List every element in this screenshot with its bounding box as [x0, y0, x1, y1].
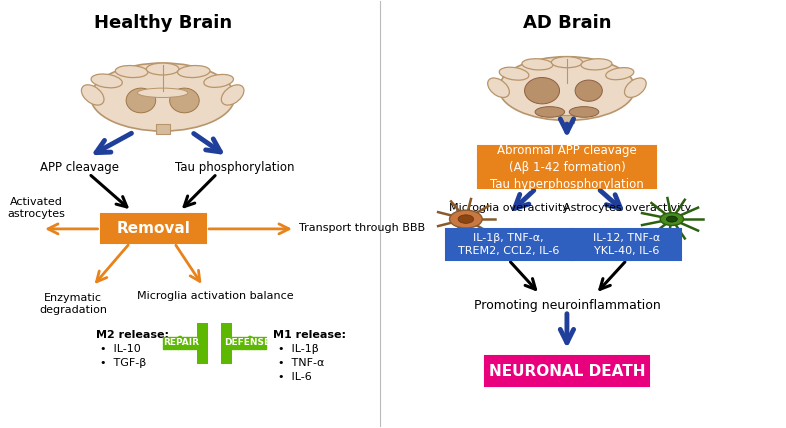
Text: APP cleavage: APP cleavage: [40, 161, 119, 174]
Text: Tau phosphorylation: Tau phosphorylation: [175, 161, 295, 174]
Text: Abronmal APP cleavage
(Aβ 1-42 formation)
Tau hyperphosphorylation: Abronmal APP cleavage (Aβ 1-42 formation…: [490, 144, 644, 191]
Ellipse shape: [535, 107, 564, 117]
Text: Microglia activation balance: Microglia activation balance: [138, 291, 294, 301]
Ellipse shape: [170, 88, 199, 113]
FancyBboxPatch shape: [485, 357, 648, 386]
FancyBboxPatch shape: [221, 323, 232, 364]
FancyBboxPatch shape: [156, 124, 170, 134]
Text: Microglia overactivity: Microglia overactivity: [449, 203, 568, 213]
Ellipse shape: [82, 85, 104, 105]
Text: Activated
astrocytes: Activated astrocytes: [8, 197, 66, 219]
Ellipse shape: [625, 78, 646, 98]
FancyBboxPatch shape: [163, 337, 200, 349]
Text: Transport through BBB: Transport through BBB: [299, 223, 425, 232]
FancyBboxPatch shape: [478, 146, 656, 188]
Ellipse shape: [667, 216, 678, 222]
Text: Healthy Brain: Healthy Brain: [94, 14, 232, 32]
Ellipse shape: [458, 215, 474, 223]
Ellipse shape: [660, 213, 684, 226]
FancyBboxPatch shape: [446, 229, 571, 260]
Text: AD Brain: AD Brain: [523, 14, 612, 32]
Ellipse shape: [126, 88, 156, 113]
Ellipse shape: [138, 88, 188, 98]
Ellipse shape: [222, 85, 244, 105]
Ellipse shape: [90, 63, 234, 131]
Text: Promoting neuroinflammation: Promoting neuroinflammation: [473, 299, 660, 312]
Ellipse shape: [522, 59, 553, 70]
FancyBboxPatch shape: [560, 115, 574, 123]
Ellipse shape: [552, 56, 582, 68]
Text: REPAIR: REPAIR: [163, 339, 200, 348]
Ellipse shape: [204, 74, 233, 87]
Ellipse shape: [91, 74, 123, 88]
FancyBboxPatch shape: [572, 229, 681, 260]
Text: •  IL-1β
•  TNF-α
•  IL-6: • IL-1β • TNF-α • IL-6: [277, 344, 324, 382]
Ellipse shape: [524, 77, 560, 104]
Text: Astrocytes overactivity: Astrocytes overactivity: [563, 203, 691, 213]
Ellipse shape: [581, 59, 612, 70]
Text: Enzymatic
degradation: Enzymatic degradation: [39, 293, 107, 315]
Ellipse shape: [146, 63, 179, 75]
Ellipse shape: [499, 56, 635, 120]
Text: NEURONAL DEATH: NEURONAL DEATH: [489, 364, 645, 379]
Text: •  IL-10
•  TGF-β: • IL-10 • TGF-β: [101, 344, 147, 368]
FancyBboxPatch shape: [101, 214, 206, 244]
Ellipse shape: [575, 80, 602, 101]
Text: Removal: Removal: [116, 221, 190, 236]
Ellipse shape: [606, 68, 634, 80]
Ellipse shape: [116, 65, 148, 77]
Ellipse shape: [499, 67, 529, 80]
Text: M1 release:: M1 release:: [273, 330, 346, 340]
Text: DEFENSE: DEFENSE: [224, 339, 270, 348]
Text: IL-1β, TNF-α,
TREM2, CCL2, IL-6: IL-1β, TNF-α, TREM2, CCL2, IL-6: [458, 233, 560, 256]
FancyBboxPatch shape: [196, 323, 208, 364]
Text: IL-12, TNF-α
YKL-40, IL-6: IL-12, TNF-α YKL-40, IL-6: [593, 233, 660, 256]
Ellipse shape: [450, 210, 482, 228]
Ellipse shape: [487, 78, 509, 98]
Ellipse shape: [178, 65, 210, 77]
FancyBboxPatch shape: [229, 337, 266, 349]
Text: M2 release:: M2 release:: [96, 330, 169, 340]
Ellipse shape: [569, 107, 599, 117]
